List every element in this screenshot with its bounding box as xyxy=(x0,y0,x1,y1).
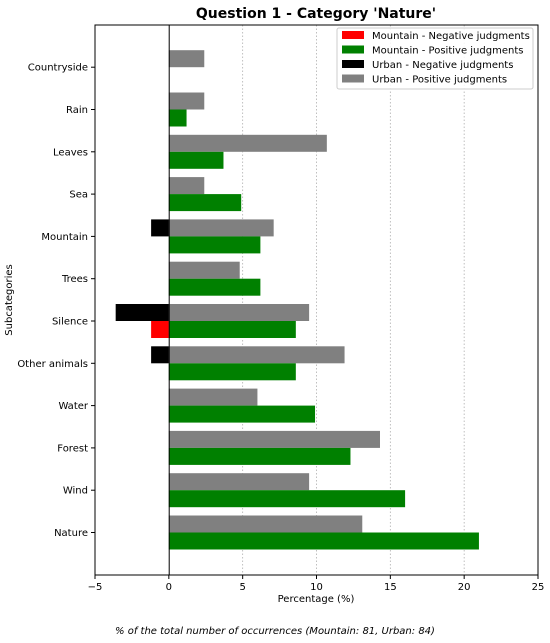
bar xyxy=(168,515,363,533)
bar xyxy=(168,532,479,550)
bar xyxy=(168,92,205,110)
y-tick-label: Sea xyxy=(69,190,88,201)
bar xyxy=(151,321,169,338)
bar xyxy=(151,346,169,364)
x-tick-label: 10 xyxy=(310,582,323,593)
bar xyxy=(168,278,261,296)
bar xyxy=(168,261,240,279)
x-tick-label: 25 xyxy=(532,582,545,593)
y-tick-label: Mountain xyxy=(41,232,88,243)
bar xyxy=(168,363,296,381)
bar xyxy=(168,346,345,364)
x-tick-label: 15 xyxy=(384,582,397,593)
legend-swatch xyxy=(342,60,364,68)
bar xyxy=(168,388,258,406)
y-tick-label: Forest xyxy=(57,443,88,454)
y-tick-label: Wind xyxy=(63,486,88,497)
y-tick-label: Water xyxy=(58,401,88,412)
bar xyxy=(168,177,205,195)
bar xyxy=(168,473,310,491)
legend-swatch xyxy=(342,45,364,54)
bar xyxy=(168,219,274,237)
bar xyxy=(168,304,310,321)
y-tick-label: Countryside xyxy=(28,63,88,74)
bar xyxy=(168,447,351,465)
bar xyxy=(168,134,327,152)
bar xyxy=(168,430,380,448)
chart-title: Question 1 - Category 'Nature' xyxy=(196,6,436,22)
legend-label: Urban - Positive judgments xyxy=(372,75,507,86)
legend-label: Mountain - Positive judgments xyxy=(372,46,523,57)
bar xyxy=(151,219,169,237)
bars xyxy=(115,50,479,550)
bar xyxy=(168,321,296,338)
bar xyxy=(168,405,316,423)
legend-label: Urban - Negative judgments xyxy=(372,60,513,71)
x-tick-label: 0 xyxy=(166,582,172,593)
bar xyxy=(168,50,205,68)
bar xyxy=(168,490,406,508)
grid xyxy=(242,25,465,575)
y-tick-label: Nature xyxy=(54,528,88,539)
bar xyxy=(115,304,169,321)
y-tick-label: Other animals xyxy=(17,359,88,370)
bar xyxy=(168,236,261,254)
y-tick-label: Trees xyxy=(61,274,88,285)
x-tick-label: 5 xyxy=(239,582,245,593)
legend-box xyxy=(336,27,534,90)
x-tick-label: −5 xyxy=(88,582,103,593)
bar xyxy=(168,194,242,212)
bar xyxy=(168,109,187,127)
x-axis-label: Percentage (%) xyxy=(278,594,355,605)
x-ticks: −5 0 5 10 15 20 25 xyxy=(88,575,545,593)
y-tick-label: Silence xyxy=(52,317,88,328)
y-tick-label: Rain xyxy=(66,105,88,116)
bar xyxy=(168,151,224,169)
caption: % of the total number of occurrences (Mo… xyxy=(115,626,435,637)
x-tick-label: 20 xyxy=(458,582,471,593)
y-ticks: Countryside Rain Leaves Sea Mountain Trees Sil… xyxy=(17,63,95,539)
legend: Mountain - Negative judgments Mountain - … xyxy=(336,27,534,90)
legend-swatch xyxy=(342,74,364,83)
legend-label: Mountain - Negative judgments xyxy=(372,31,530,42)
y-tick-label: Leaves xyxy=(53,147,88,158)
y-axis-label: Subcategories xyxy=(4,264,15,335)
legend-swatch xyxy=(342,31,364,39)
